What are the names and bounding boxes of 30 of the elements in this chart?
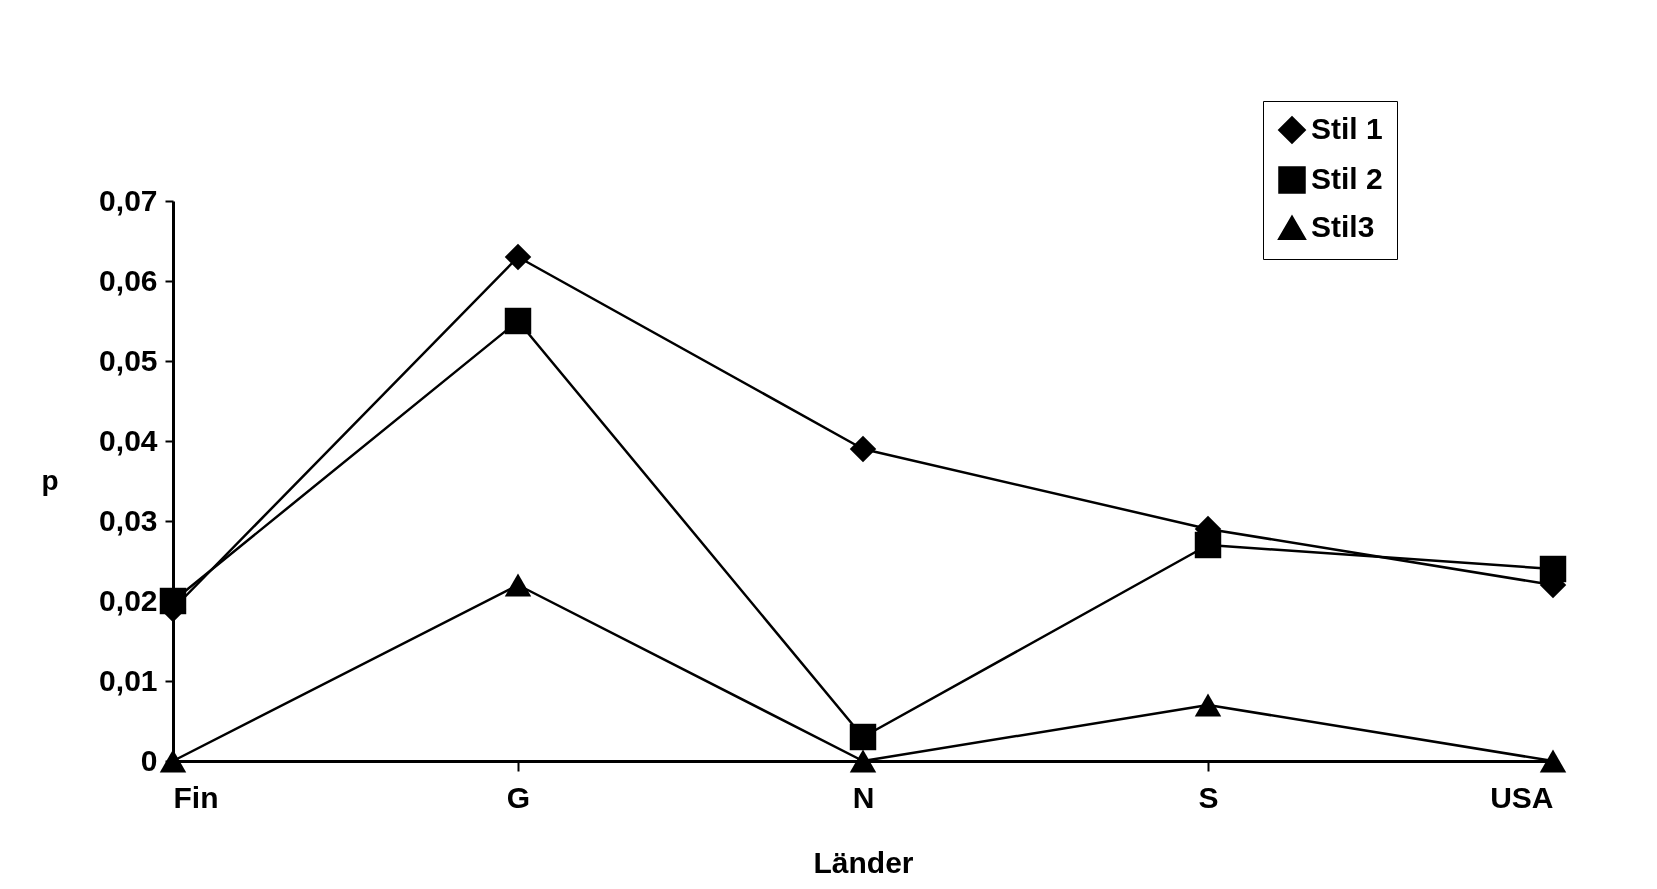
x-tick-label: S <box>1198 780 1219 814</box>
y-tick-label: 0,03 <box>99 503 158 537</box>
point <box>504 573 532 597</box>
point <box>1194 693 1222 717</box>
x-tick-label: G <box>506 780 531 814</box>
point <box>1539 749 1567 773</box>
point <box>849 435 877 463</box>
y-tick-label: 0,06 <box>99 263 158 297</box>
legend-label: Stil 1 <box>1311 112 1383 145</box>
y-axis-title: p <box>41 464 59 496</box>
x-axis-title: Länder <box>813 845 914 879</box>
point <box>1194 531 1222 559</box>
point <box>504 307 532 335</box>
point <box>849 723 877 751</box>
point <box>1539 555 1567 583</box>
y-tick-label: 0 <box>140 743 158 777</box>
y-tick-label: 0,07 <box>99 183 158 217</box>
legend-label: Stil3 <box>1311 210 1375 243</box>
y-tick-label: 0,05 <box>99 343 158 377</box>
x-tick-label: Fin <box>173 780 219 814</box>
x-tick-label: USA <box>1490 780 1554 814</box>
x-tick-label: N <box>852 780 875 814</box>
point <box>159 587 187 615</box>
point <box>504 243 532 271</box>
y-tick-label: 0,01 <box>99 663 158 697</box>
point <box>159 749 187 773</box>
legend-label: Stil 2 <box>1311 162 1383 195</box>
y-tick-label: 0,04 <box>99 423 158 457</box>
point <box>849 749 877 773</box>
y-tick-label: 0,02 <box>99 583 158 617</box>
